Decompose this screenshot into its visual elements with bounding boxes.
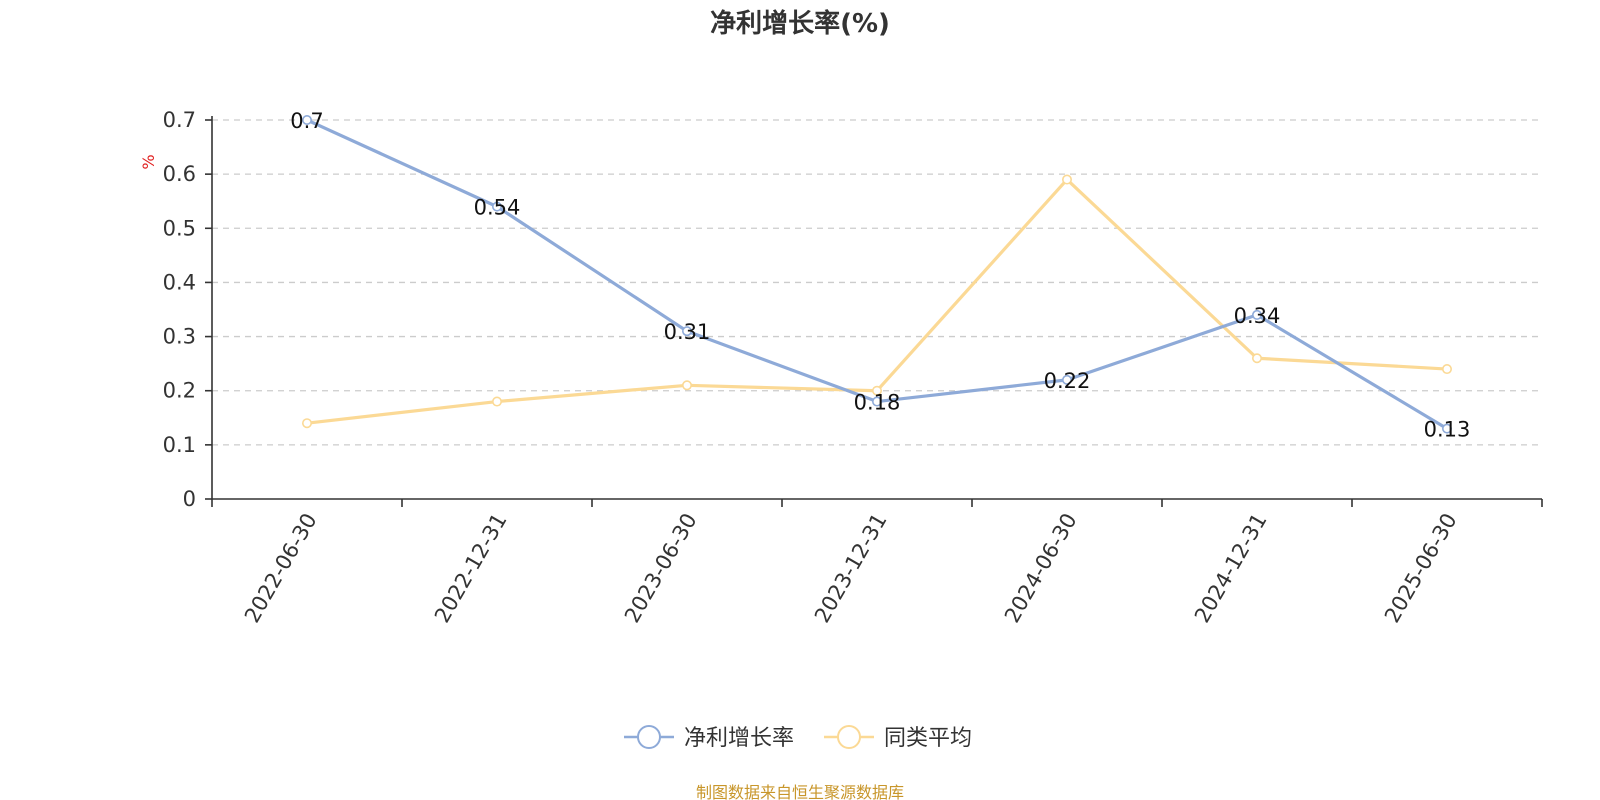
y-tick-label: 0 <box>183 487 196 511</box>
y-tick-label: 0.7 <box>163 108 196 132</box>
data-label: 0.22 <box>1044 369 1091 393</box>
y-tick-label: 0.3 <box>163 325 196 349</box>
series-line <box>306 118 1448 430</box>
data-point[interactable] <box>301 418 312 429</box>
data-label: 0.31 <box>664 320 711 344</box>
x-tick-label: 2023-12-31 <box>810 509 892 627</box>
data-point[interactable] <box>1062 174 1073 185</box>
y-tick-label: 0.1 <box>163 433 196 457</box>
data-label: 0.34 <box>1234 304 1281 328</box>
legend-label: 净利增长率 <box>684 726 794 751</box>
x-tick-label: 2023-06-30 <box>620 509 702 627</box>
x-tick-label: 2025-06-30 <box>1380 509 1462 627</box>
data-label: 0.54 <box>474 196 521 220</box>
data-point[interactable] <box>1442 423 1453 434</box>
data-point[interactable] <box>1252 353 1263 364</box>
data-point[interactable] <box>301 115 312 126</box>
y-tick-label: 0.2 <box>163 379 196 403</box>
legend[interactable]: 净利增长率 同类平均 <box>624 725 972 751</box>
data-point[interactable] <box>1252 309 1263 320</box>
data-point[interactable] <box>681 380 692 391</box>
data-point[interactable] <box>1442 364 1453 375</box>
source-note: 制图数据来自恒生聚源数据库 <box>696 783 904 800</box>
x-tick-label: 2022-12-31 <box>430 509 512 627</box>
data-point[interactable] <box>491 201 502 212</box>
data-point[interactable] <box>871 396 882 407</box>
data-point[interactable] <box>1062 374 1073 385</box>
data-label: 0.18 <box>854 391 901 415</box>
legend-item[interactable]: 同类平均 <box>824 725 972 751</box>
data-point[interactable] <box>681 326 692 337</box>
chart-title: 净利增长率(%) <box>710 8 890 39</box>
legend-marker-icon <box>837 725 861 749</box>
y-tick-label: 0.4 <box>163 270 196 294</box>
x-tick-label: 2024-06-30 <box>1000 509 1082 627</box>
x-tick-label: 2022-06-30 <box>240 509 322 627</box>
data-labels: 0.7 0.54 0.31 0.18 0.22 0.34 0.13 <box>290 109 1470 442</box>
data-label: 0.13 <box>1424 418 1471 442</box>
y-tick-label: 0.6 <box>163 162 196 186</box>
legend-label: 同类平均 <box>884 726 972 751</box>
legend-marker-icon <box>637 725 661 749</box>
series-lines <box>301 115 1453 434</box>
data-point[interactable] <box>871 385 882 396</box>
data-label: 0.7 <box>290 109 323 133</box>
y-axis-label: % <box>139 154 158 169</box>
data-point[interactable] <box>491 396 502 407</box>
axes: 0 0.1 0.2 0.3 0.4 0.5 0.6 0.7 2022-06-30 2022-12-… <box>163 108 1543 627</box>
x-tick-label: 2024-12-31 <box>1190 509 1272 627</box>
legend-item[interactable]: 净利增长率 <box>624 725 794 751</box>
y-tick-label: 0.5 <box>163 216 196 240</box>
